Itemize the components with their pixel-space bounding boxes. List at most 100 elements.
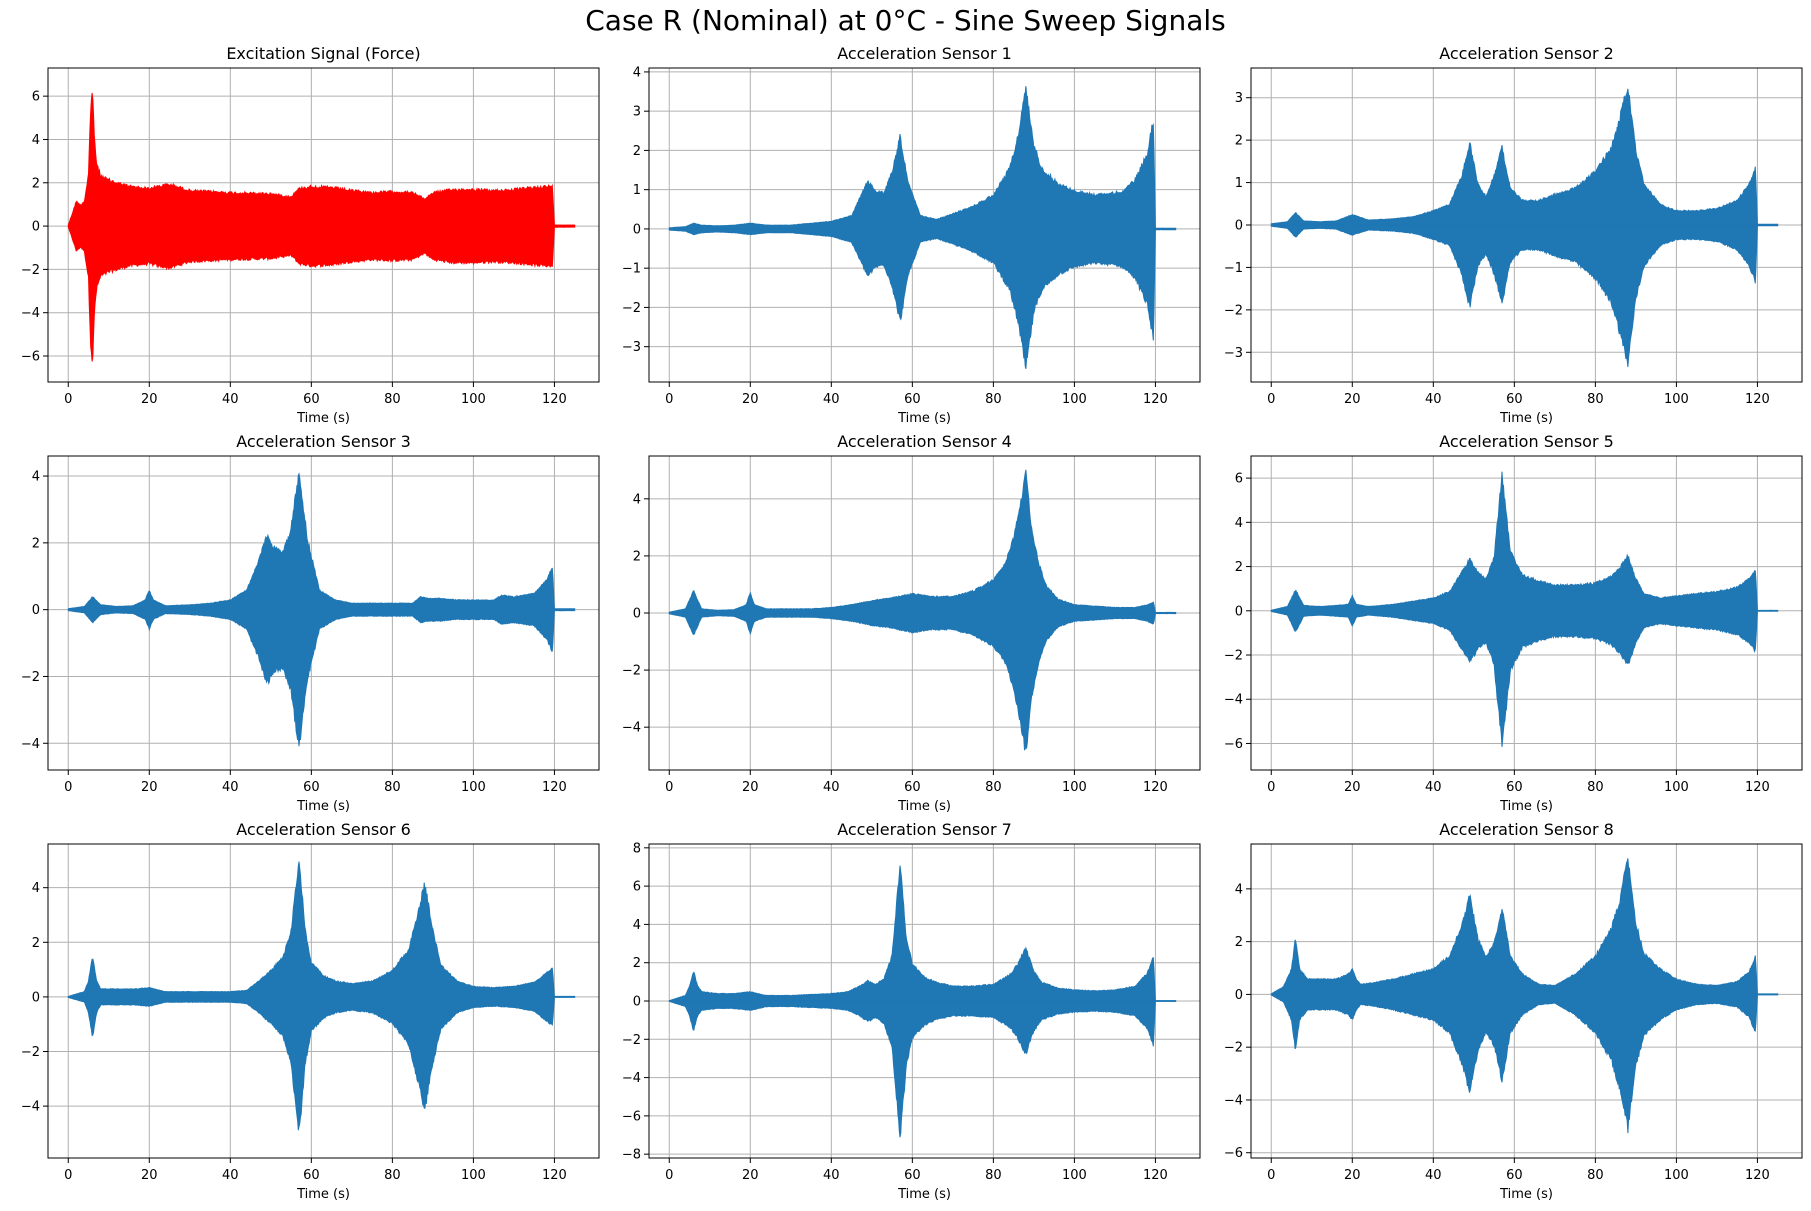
y-tick-label: 0 bbox=[1235, 604, 1243, 619]
y-tick-label: −4 bbox=[622, 721, 641, 736]
y-tick-label: −3 bbox=[622, 340, 641, 355]
x-tick-label: 0 bbox=[1267, 392, 1275, 407]
x-tick-label: 120 bbox=[1143, 392, 1168, 407]
x-tick-label: 0 bbox=[64, 392, 72, 407]
subplot-3: 0 20 40 60 80 100 120 −3 −2 −1 0 1 2 3 Acceleration Se… bbox=[1224, 44, 1803, 426]
x-tick-label: 20 bbox=[141, 392, 158, 407]
y-tick-label: −6 bbox=[622, 1109, 641, 1124]
signal-envelope bbox=[668, 86, 1177, 370]
x-tick-label: 0 bbox=[1267, 1168, 1275, 1183]
x-tick-label: 20 bbox=[1344, 392, 1361, 407]
y-tick-label: 3 bbox=[633, 105, 641, 120]
axes-frame bbox=[648, 67, 1201, 383]
y-tick-label: 4 bbox=[633, 65, 641, 80]
x-tick-label: 60 bbox=[1506, 780, 1523, 795]
x-tick-label: 120 bbox=[1143, 1168, 1168, 1183]
y-tick-label: −4 bbox=[1224, 1093, 1243, 1108]
subplot-9: 0 20 40 60 80 100 120 −6 −4 −2 0 2 4 Acceleration Sen… bbox=[1224, 820, 1803, 1202]
y-tick-label: −2 bbox=[21, 1045, 40, 1060]
subplot-1: 0 20 40 60 80 100 120 −6 −4 −2 0 2 4 6 Excitation Sign… bbox=[21, 44, 600, 426]
x-tick-label: 20 bbox=[742, 780, 759, 795]
x-tick-label: 80 bbox=[384, 392, 401, 407]
y-tick-label: 0 bbox=[1235, 219, 1243, 234]
subplot-title: Acceleration Sensor 7 bbox=[837, 820, 1012, 839]
x-tick-label: 120 bbox=[1143, 780, 1168, 795]
axes-frame bbox=[1250, 843, 1803, 1159]
x-tick-label: 40 bbox=[222, 1168, 239, 1183]
x-tick-label: 0 bbox=[665, 1168, 673, 1183]
x-tick-label: 20 bbox=[742, 392, 759, 407]
y-tick-label: 2 bbox=[633, 144, 641, 159]
y-tick-label: −2 bbox=[1224, 649, 1243, 664]
x-tick-label: 40 bbox=[823, 392, 840, 407]
x-tick-label: 0 bbox=[665, 780, 673, 795]
x-tick-label: 60 bbox=[303, 780, 320, 795]
x-tick-label: 120 bbox=[542, 392, 567, 407]
x-tick-label: 20 bbox=[742, 1168, 759, 1183]
y-tick-label: −2 bbox=[622, 1033, 641, 1048]
subplot-title: Acceleration Sensor 8 bbox=[1439, 820, 1614, 839]
y-tick-label: 4 bbox=[32, 470, 40, 485]
y-tick-label: −2 bbox=[1224, 1041, 1243, 1056]
x-axis-label: Time (s) bbox=[897, 799, 951, 814]
x-tick-label: 60 bbox=[1506, 392, 1523, 407]
y-tick-label: −3 bbox=[1224, 346, 1243, 361]
x-tick-label: 100 bbox=[461, 1168, 486, 1183]
x-tick-label: 60 bbox=[904, 1168, 921, 1183]
x-tick-label: 80 bbox=[985, 780, 1002, 795]
subplot-8: 0 20 40 60 80 100 120 −8 −6 −4 −2 0 2 4 6 8 Acceleration… bbox=[622, 820, 1201, 1202]
x-tick-label: 80 bbox=[384, 1168, 401, 1183]
x-tick-label: 100 bbox=[1062, 392, 1087, 407]
y-tick-label: 4 bbox=[633, 492, 641, 507]
x-tick-label: 100 bbox=[461, 392, 486, 407]
y-tick-label: 0 bbox=[633, 607, 641, 622]
x-axis-label: Time (s) bbox=[296, 799, 350, 814]
y-tick-label: −2 bbox=[622, 301, 641, 316]
y-tick-label: 2 bbox=[1235, 935, 1243, 950]
x-tick-label: 120 bbox=[1745, 392, 1770, 407]
x-tick-label: 80 bbox=[1587, 780, 1604, 795]
y-tick-label: 6 bbox=[1235, 472, 1243, 487]
y-tick-label: 2 bbox=[32, 536, 40, 551]
subplot-title: Acceleration Sensor 3 bbox=[236, 432, 411, 451]
x-tick-label: 120 bbox=[1745, 1168, 1770, 1183]
x-tick-label: 80 bbox=[985, 392, 1002, 407]
y-tick-label: 8 bbox=[633, 841, 641, 856]
y-tick-label: 1 bbox=[1235, 176, 1243, 191]
x-tick-label: 20 bbox=[141, 1168, 158, 1183]
y-tick-label: 2 bbox=[32, 936, 40, 951]
x-tick-label: 40 bbox=[823, 780, 840, 795]
x-axis-label: Time (s) bbox=[897, 411, 951, 426]
y-tick-label: −1 bbox=[622, 262, 641, 277]
y-tick-label: 0 bbox=[633, 995, 641, 1010]
y-tick-label: −8 bbox=[622, 1148, 641, 1163]
y-tick-label: −2 bbox=[21, 670, 40, 685]
x-tick-label: 60 bbox=[303, 392, 320, 407]
y-tick-label: 4 bbox=[1235, 516, 1243, 531]
y-tick-label: −6 bbox=[1224, 1146, 1243, 1161]
x-axis-label: Time (s) bbox=[897, 1187, 951, 1202]
y-tick-label: 6 bbox=[32, 90, 40, 105]
x-tick-label: 120 bbox=[542, 780, 567, 795]
y-tick-label: 6 bbox=[633, 880, 641, 895]
signal-envelope bbox=[67, 861, 576, 1131]
x-tick-label: 40 bbox=[1425, 780, 1442, 795]
y-tick-label: 4 bbox=[1235, 882, 1243, 897]
y-tick-label: −6 bbox=[21, 350, 40, 365]
subplot-7: 0 20 40 60 80 100 120 −4 −2 0 2 4 Acceleration Senso… bbox=[21, 820, 600, 1202]
x-tick-label: 60 bbox=[904, 780, 921, 795]
signal-envelope bbox=[1270, 471, 1779, 747]
y-tick-label: 4 bbox=[32, 881, 40, 896]
axes-frame bbox=[47, 843, 600, 1159]
x-axis-label: Time (s) bbox=[296, 411, 350, 426]
subplot-title: Acceleration Sensor 2 bbox=[1439, 44, 1614, 63]
y-tick-label: −4 bbox=[21, 737, 40, 752]
y-tick-label: 2 bbox=[1235, 560, 1243, 575]
signal-envelope bbox=[1270, 88, 1779, 367]
x-tick-label: 60 bbox=[1506, 1168, 1523, 1183]
signal-envelope bbox=[1270, 858, 1779, 1134]
x-tick-label: 100 bbox=[1664, 392, 1689, 407]
y-tick-label: −4 bbox=[1224, 693, 1243, 708]
x-axis-label: Time (s) bbox=[1499, 799, 1553, 814]
